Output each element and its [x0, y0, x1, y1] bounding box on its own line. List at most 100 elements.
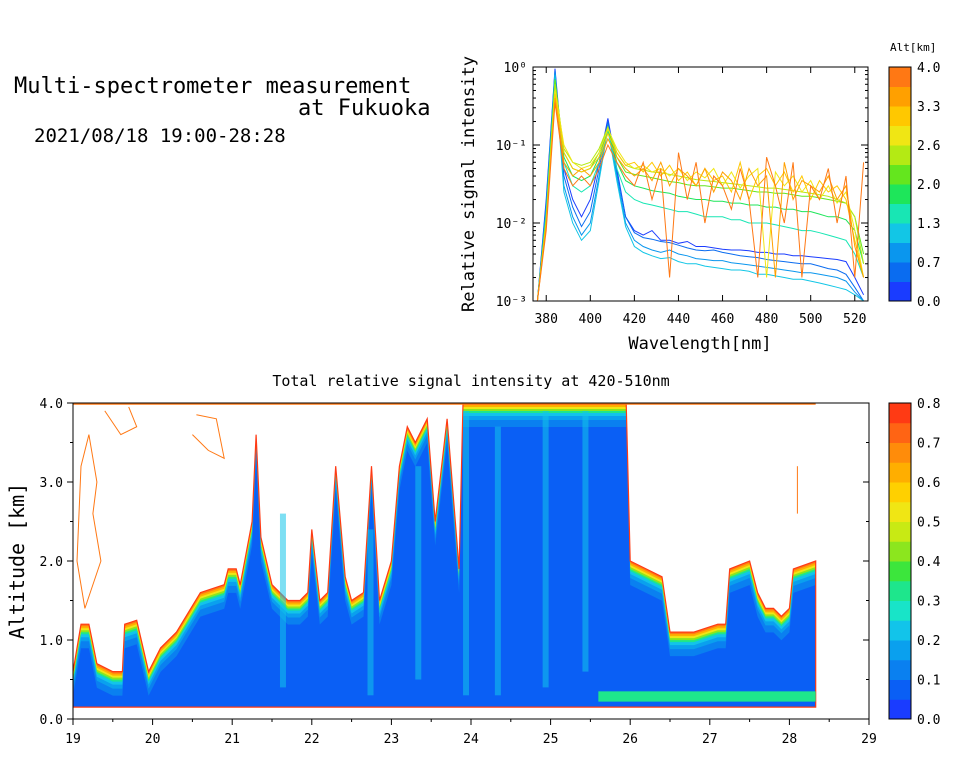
spectrum-xtick-label: 400: [579, 312, 602, 327]
heatmap-xtick-label: 22: [304, 732, 320, 747]
heatmap-ytick-label: 2.0: [40, 555, 63, 570]
heatmap-ytick-label: 4.0: [40, 397, 63, 412]
altitude-colorbar-step: [889, 86, 911, 107]
altitude-colorbar-step: [889, 184, 911, 204]
intensity-colorbar-step: [889, 482, 911, 503]
heatmap-body: [73, 403, 817, 708]
intensity-colorbar-step: [889, 541, 911, 562]
altitude-colorbar: 0.0 0.7 1.3 2.0 2.6 3.3 4.0: [888, 61, 940, 310]
intensity-colorbar-tick: 0.6: [917, 476, 940, 491]
intensity-colorbar-tick: 0.4: [917, 555, 941, 570]
spectrum-ytick-label: 10⁰: [504, 61, 527, 76]
intensity-colorbar-tick: 0.1: [917, 674, 940, 689]
intensity-colorbar-tick: 0.2: [917, 634, 940, 649]
altitude-colorbar-step: [889, 262, 911, 282]
spectrum-xtick-label: 380: [534, 312, 557, 327]
altitude-colorbar-step: [889, 164, 911, 185]
intensity-colorbar-step: [889, 521, 911, 542]
heatmap-xtick-label: 24: [463, 732, 479, 747]
spectrum-axes: 380 400 420 440 460 480 500 520 10⁻³ 10⁻² 10⁻¹ 10⁰: [496, 61, 868, 327]
heatmap-xtick-label: 28: [782, 732, 798, 747]
spectrum-series-8: [536, 90, 865, 301]
altitude-colorbar-step: [889, 125, 911, 146]
spectrum-series-3: [536, 74, 864, 301]
heatmap-title: Total relative signal intensity at 420-5…: [272, 372, 669, 390]
intensity-colorbar-step: [889, 640, 911, 661]
intensity-colorbar-frame: [888, 402, 912, 720]
intensity-colorbar-step: [889, 620, 911, 641]
heatmap-xtick-label: 27: [702, 732, 718, 747]
heatmap-streak: [463, 410, 470, 696]
spectrum-xtick-label: 440: [667, 312, 690, 327]
heatmap-xtick-label: 23: [384, 732, 400, 747]
altitude-colorbar-tick: 3.3: [917, 100, 940, 115]
intensity-colorbar-step: [889, 442, 911, 463]
altitude-colorbar-step: [889, 203, 911, 224]
intensity-colorbar-step: [889, 462, 911, 483]
spectrum-xlabel: Wavelength[nm]: [628, 334, 771, 354]
heatmap-streak: [494, 426, 501, 696]
intensity-colorbar-step: [889, 561, 911, 582]
heatmap-sparse-contour: [76, 434, 102, 609]
altitude-colorbar-tick: 0.0: [917, 295, 940, 310]
altitude-colorbar-frame: [888, 66, 912, 302]
spectrum-xtick-label: 480: [755, 312, 778, 327]
heatmap-band-8: [73, 427, 816, 708]
intensity-colorbar-tick: 0.5: [917, 516, 940, 531]
altitude-colorbar-step: [889, 281, 911, 302]
altitude-colorbar-step: [889, 106, 911, 126]
heatmap-streak: [582, 410, 589, 672]
spectrum-ylabel: Relative signal intensity: [459, 56, 479, 312]
heatmap-xtick-label: 21: [224, 732, 240, 747]
heatmap-streak: [367, 529, 374, 696]
spectrum-series-11: [536, 102, 865, 301]
intensity-colorbar-step: [889, 679, 911, 700]
spectrum-ytick-label: 10⁻¹: [496, 139, 527, 154]
spectrum-xtick-label: 520: [843, 312, 866, 327]
altitude-colorbar-step: [889, 67, 911, 87]
spectrum-series-7: [536, 84, 865, 301]
heatmap-ylabel: Altitude [km]: [5, 483, 29, 640]
spectrum-series-10: [536, 97, 865, 301]
altitude-colorbar-step: [889, 223, 911, 243]
heatmap-edge-contour: [73, 403, 817, 708]
heatmap-ytick-label: 0.0: [40, 713, 63, 728]
heatmap-streak: [542, 410, 549, 688]
altitude-colorbar-tick: 2.6: [917, 139, 940, 154]
intensity-colorbar-tick: 0.8: [917, 397, 940, 412]
altitude-colorbar-label: Alt[km]: [890, 41, 936, 54]
spectrum-xtick-label: 500: [799, 312, 822, 327]
heatmap-ytick-label: 3.0: [40, 476, 63, 491]
spectrum-series-0: [536, 68, 865, 301]
heatmap-ytick-label: 1.0: [40, 634, 63, 649]
spectrum-xtick-label: 420: [623, 312, 646, 327]
spectrum-lines: [536, 68, 865, 301]
heatmap-streak: [279, 513, 286, 688]
intensity-colorbar-step: [889, 699, 911, 720]
heatmap-sparse-contour: [104, 406, 138, 436]
heatmap-xtick-label: 20: [145, 732, 161, 747]
intensity-colorbar-step: [889, 501, 911, 522]
heatmap-xtick-label: 26: [622, 732, 638, 747]
altitude-colorbar-tick: 0.7: [917, 256, 940, 271]
altitude-colorbar-tick: 2.0: [917, 178, 940, 193]
intensity-colorbar-step: [889, 580, 911, 601]
spectrum-series-1: [536, 70, 865, 301]
heatmap-streak: [415, 466, 422, 680]
intensity-colorbar-step: [889, 600, 911, 621]
datetime-label: 2021/08/18 19:00-28:28: [34, 125, 286, 147]
spectrum-plot-frame: [532, 66, 869, 302]
heatmap-xtick-label: 29: [861, 732, 877, 747]
heatmap-sparse-contour: [192, 414, 225, 460]
altitude-colorbar-step: [889, 242, 911, 263]
intensity-colorbar: 0.0 0.1 0.2 0.3 0.4 0.5 0.6 0.7 0.8: [888, 397, 941, 728]
main-subtitle: at Fukuoka: [298, 96, 431, 121]
intensity-colorbar-tick: 0.7: [917, 437, 940, 452]
altitude-colorbar-tick: 4.0: [917, 61, 940, 76]
altitude-colorbar-tick: 1.3: [917, 217, 940, 232]
intensity-colorbar-step: [889, 403, 911, 424]
heatmap-axes: 19 20 21 22 23 24 25 26 27 28 29 0.0 1.0 2.0 3.0 4.0: [40, 397, 877, 747]
intensity-colorbar-tick: 0.0: [917, 713, 940, 728]
spectrum-xtick-label: 460: [711, 312, 734, 327]
